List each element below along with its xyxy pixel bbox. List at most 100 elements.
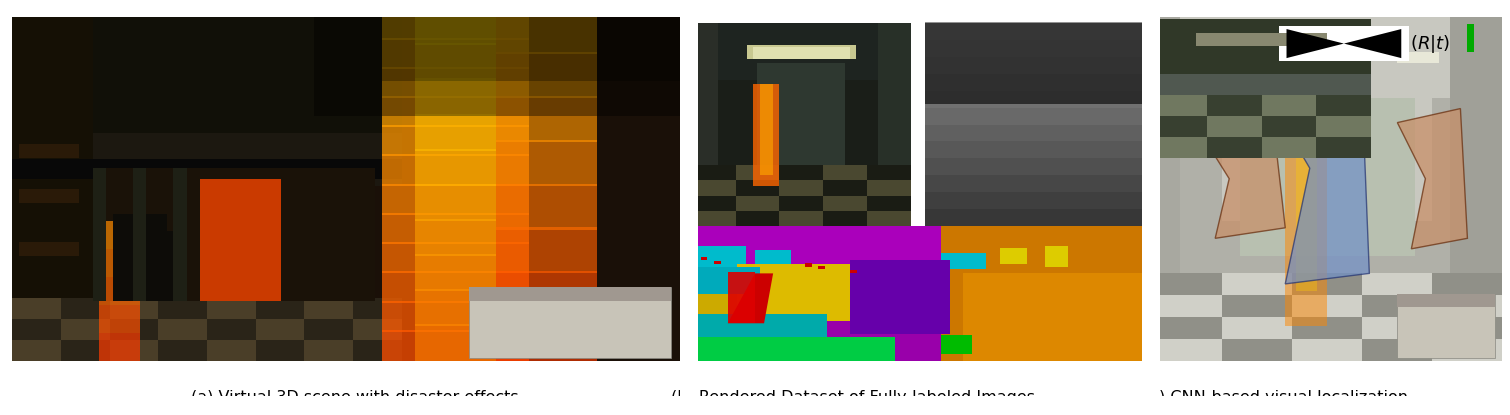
FancyBboxPatch shape bbox=[1152, 10, 1502, 98]
FancyBboxPatch shape bbox=[924, 89, 1145, 107]
FancyBboxPatch shape bbox=[692, 226, 1145, 361]
FancyBboxPatch shape bbox=[924, 174, 1145, 192]
FancyBboxPatch shape bbox=[760, 84, 773, 175]
FancyBboxPatch shape bbox=[924, 208, 1145, 226]
FancyBboxPatch shape bbox=[758, 63, 846, 165]
FancyBboxPatch shape bbox=[924, 123, 1145, 142]
FancyBboxPatch shape bbox=[382, 10, 684, 81]
FancyBboxPatch shape bbox=[92, 168, 374, 301]
FancyBboxPatch shape bbox=[207, 340, 255, 361]
FancyBboxPatch shape bbox=[12, 159, 402, 179]
Text: $(R|t)$: $(R|t)$ bbox=[1410, 32, 1451, 55]
FancyBboxPatch shape bbox=[12, 10, 684, 361]
FancyBboxPatch shape bbox=[1045, 247, 1068, 267]
FancyBboxPatch shape bbox=[1262, 116, 1317, 137]
FancyBboxPatch shape bbox=[495, 227, 596, 273]
FancyBboxPatch shape bbox=[382, 67, 530, 98]
FancyBboxPatch shape bbox=[924, 23, 1145, 226]
FancyBboxPatch shape bbox=[1362, 273, 1433, 295]
FancyBboxPatch shape bbox=[692, 181, 735, 196]
FancyBboxPatch shape bbox=[415, 254, 495, 291]
Polygon shape bbox=[1274, 98, 1370, 284]
FancyBboxPatch shape bbox=[60, 340, 110, 361]
FancyBboxPatch shape bbox=[353, 298, 402, 319]
FancyBboxPatch shape bbox=[12, 298, 402, 361]
FancyBboxPatch shape bbox=[92, 168, 106, 301]
FancyBboxPatch shape bbox=[818, 266, 824, 269]
FancyBboxPatch shape bbox=[867, 165, 912, 181]
FancyBboxPatch shape bbox=[692, 247, 746, 267]
FancyBboxPatch shape bbox=[850, 270, 858, 273]
FancyBboxPatch shape bbox=[1152, 19, 1371, 158]
FancyBboxPatch shape bbox=[963, 273, 1145, 361]
FancyBboxPatch shape bbox=[100, 333, 140, 361]
FancyBboxPatch shape bbox=[737, 264, 850, 320]
FancyBboxPatch shape bbox=[1206, 95, 1262, 116]
FancyBboxPatch shape bbox=[867, 196, 912, 211]
FancyBboxPatch shape bbox=[823, 165, 867, 181]
FancyBboxPatch shape bbox=[924, 22, 1145, 40]
FancyBboxPatch shape bbox=[1258, 52, 1299, 63]
FancyBboxPatch shape bbox=[305, 340, 353, 361]
FancyBboxPatch shape bbox=[415, 149, 495, 186]
FancyBboxPatch shape bbox=[692, 211, 735, 226]
FancyBboxPatch shape bbox=[1293, 339, 1362, 361]
FancyBboxPatch shape bbox=[746, 45, 856, 59]
FancyBboxPatch shape bbox=[1397, 294, 1495, 307]
FancyBboxPatch shape bbox=[12, 10, 92, 361]
FancyBboxPatch shape bbox=[495, 96, 596, 142]
FancyBboxPatch shape bbox=[12, 319, 60, 340]
FancyBboxPatch shape bbox=[1142, 0, 1160, 415]
FancyBboxPatch shape bbox=[415, 183, 495, 221]
FancyBboxPatch shape bbox=[201, 179, 281, 301]
FancyBboxPatch shape bbox=[201, 179, 281, 301]
FancyBboxPatch shape bbox=[382, 271, 530, 303]
FancyBboxPatch shape bbox=[1362, 295, 1433, 317]
FancyBboxPatch shape bbox=[692, 337, 895, 361]
FancyBboxPatch shape bbox=[470, 288, 670, 301]
FancyBboxPatch shape bbox=[12, 298, 60, 319]
FancyBboxPatch shape bbox=[133, 168, 146, 301]
FancyBboxPatch shape bbox=[382, 213, 530, 244]
FancyBboxPatch shape bbox=[823, 181, 867, 196]
FancyBboxPatch shape bbox=[692, 267, 760, 294]
FancyBboxPatch shape bbox=[382, 300, 530, 332]
FancyBboxPatch shape bbox=[735, 181, 779, 196]
FancyBboxPatch shape bbox=[159, 298, 207, 319]
FancyBboxPatch shape bbox=[495, 183, 596, 229]
FancyBboxPatch shape bbox=[701, 256, 707, 260]
FancyBboxPatch shape bbox=[1152, 95, 1206, 116]
FancyBboxPatch shape bbox=[823, 211, 867, 226]
FancyBboxPatch shape bbox=[1152, 317, 1222, 339]
FancyBboxPatch shape bbox=[805, 263, 812, 267]
FancyBboxPatch shape bbox=[415, 219, 495, 256]
FancyBboxPatch shape bbox=[1293, 273, 1362, 295]
FancyBboxPatch shape bbox=[924, 56, 1145, 74]
FancyBboxPatch shape bbox=[255, 319, 305, 340]
FancyBboxPatch shape bbox=[1362, 317, 1433, 339]
FancyBboxPatch shape bbox=[382, 125, 530, 156]
FancyBboxPatch shape bbox=[1152, 339, 1222, 361]
Polygon shape bbox=[1194, 105, 1285, 238]
FancyBboxPatch shape bbox=[1152, 273, 1222, 295]
FancyBboxPatch shape bbox=[495, 271, 596, 317]
FancyBboxPatch shape bbox=[1397, 52, 1439, 63]
FancyBboxPatch shape bbox=[353, 340, 402, 361]
FancyBboxPatch shape bbox=[692, 165, 735, 181]
FancyBboxPatch shape bbox=[1222, 339, 1293, 361]
FancyBboxPatch shape bbox=[850, 260, 950, 334]
FancyBboxPatch shape bbox=[1206, 137, 1262, 158]
FancyBboxPatch shape bbox=[100, 305, 140, 333]
Text: (c) CNN-based visual localization: (c) CNN-based visual localization bbox=[1145, 390, 1407, 405]
FancyBboxPatch shape bbox=[1262, 137, 1317, 158]
FancyBboxPatch shape bbox=[867, 211, 912, 226]
FancyBboxPatch shape bbox=[1279, 26, 1409, 61]
Polygon shape bbox=[1344, 29, 1401, 58]
FancyBboxPatch shape bbox=[753, 47, 850, 59]
FancyBboxPatch shape bbox=[495, 140, 596, 186]
FancyBboxPatch shape bbox=[1196, 32, 1327, 46]
FancyBboxPatch shape bbox=[1152, 19, 1371, 74]
FancyBboxPatch shape bbox=[146, 231, 187, 301]
FancyBboxPatch shape bbox=[382, 330, 530, 361]
FancyBboxPatch shape bbox=[924, 23, 1145, 104]
